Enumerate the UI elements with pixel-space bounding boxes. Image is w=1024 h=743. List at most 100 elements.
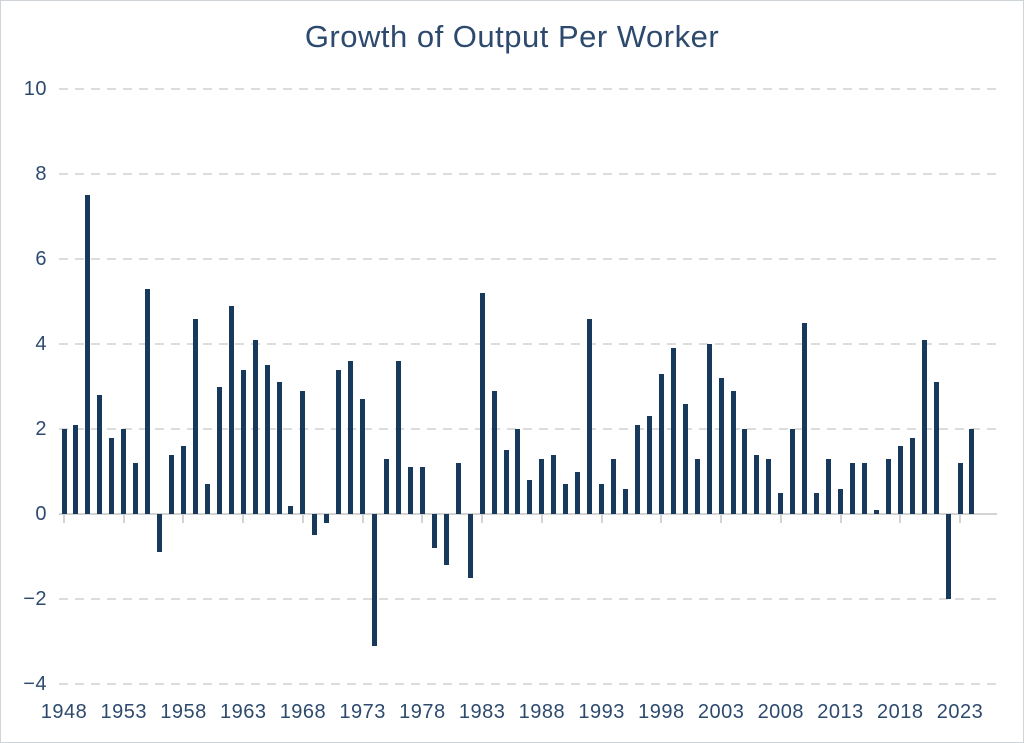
bar-2021: [933, 382, 939, 514]
bar-1953: [121, 429, 127, 514]
y-axis-label-2: 2: [35, 418, 47, 440]
bar-1968: [300, 390, 306, 514]
bar-1986: [515, 429, 521, 514]
chart-title: Growth of Output Per Worker: [304, 19, 720, 54]
x-tick-2018: [899, 514, 902, 523]
gridline-y8: [59, 173, 997, 175]
bar-2009: [790, 429, 796, 514]
x-axis-label-2023: 2023: [936, 701, 984, 723]
bar-1964: [252, 339, 258, 514]
bar-1956: [157, 514, 163, 553]
bar-2020: [921, 339, 927, 514]
x-tick-2023: [959, 514, 962, 523]
gridline-y10: [59, 88, 997, 90]
bar-1985: [503, 450, 509, 514]
bar-1987: [527, 480, 533, 514]
bar-2006: [754, 454, 760, 514]
x-axis-label-2008: 2008: [757, 701, 805, 723]
bar-1963: [240, 369, 246, 514]
x-tick-1988: [540, 514, 543, 523]
gridline-y-4: [59, 683, 997, 685]
bar-1962: [228, 305, 234, 514]
x-axis-label-1963: 1963: [219, 701, 267, 723]
bar-1991: [575, 471, 581, 514]
y-axis-label-8: 8: [35, 163, 47, 185]
x-axis-baseline: [59, 513, 997, 515]
x-tick-1968: [301, 514, 304, 523]
bar-2008: [778, 492, 784, 514]
gridline-y2: [59, 428, 997, 430]
y-axis-label-4: 4: [35, 333, 47, 355]
bar-2022: [945, 514, 951, 599]
x-tick-2003: [720, 514, 723, 523]
bar-1978: [419, 467, 425, 514]
x-axis-label-2003: 2003: [697, 701, 745, 723]
bar-1960: [204, 484, 210, 514]
x-axis-label-1953: 1953: [100, 701, 147, 723]
x-axis-label-1998: 1998: [638, 701, 685, 723]
bar-1971: [336, 369, 342, 514]
bar-2024: [969, 429, 975, 514]
bar-1996: [634, 424, 640, 514]
bar-1957: [169, 454, 175, 514]
bar-2010: [802, 322, 808, 514]
bar-2000: [682, 403, 688, 514]
bar-2018: [897, 446, 903, 514]
bar-2005: [742, 429, 748, 514]
bar-1977: [407, 467, 413, 514]
bar-2014: [850, 463, 855, 514]
bar-1997: [646, 416, 652, 514]
bar-2003: [718, 378, 724, 514]
bar-2023: [957, 463, 963, 514]
bar-1948: [61, 429, 67, 514]
bar-1949: [73, 424, 79, 514]
bar-1965: [264, 365, 270, 514]
x-tick-1973: [361, 514, 364, 523]
bar-2013: [838, 488, 844, 514]
bar-1951: [97, 395, 103, 514]
x-tick-1993: [600, 514, 603, 523]
x-axis-label-1988: 1988: [518, 701, 566, 723]
x-tick-1958: [182, 514, 185, 523]
bar-1975: [384, 458, 390, 514]
x-tick-1998: [660, 514, 663, 523]
x-tick-1948: [63, 514, 65, 523]
x-axis-label-1978: 1978: [399, 701, 446, 723]
x-tick-2013: [839, 514, 842, 523]
x-axis-label-1958: 1958: [160, 701, 207, 723]
bar-2015: [861, 463, 867, 514]
bar-1992: [587, 318, 593, 514]
y-axis-label--4: −4: [23, 673, 47, 695]
x-axis-label-1968: 1968: [279, 701, 327, 723]
bar-1958: [180, 446, 186, 514]
x-axis-label-1983: 1983: [458, 701, 506, 723]
gridline-y6: [59, 258, 997, 260]
bar-2019: [909, 437, 915, 514]
bar-1974: [372, 514, 378, 646]
gridline-y-2: [59, 598, 997, 600]
bar-2007: [766, 458, 772, 514]
y-axis-label-6: 6: [35, 248, 47, 270]
x-axis-label-1973: 1973: [339, 701, 386, 723]
bar-1998: [658, 373, 664, 514]
x-axis-label-2018: 2018: [877, 701, 924, 723]
x-tick-1983: [481, 514, 484, 523]
bar-1990: [563, 484, 569, 514]
bar-1994: [611, 458, 617, 514]
bar-1988: [539, 458, 545, 514]
x-tick-2008: [779, 514, 782, 523]
bar-1999: [670, 348, 676, 514]
bar-1979: [431, 514, 437, 548]
bar-1982: [467, 514, 473, 578]
bar-1961: [216, 386, 222, 514]
bar-1967: [288, 505, 294, 514]
bar-1966: [276, 382, 282, 514]
bar-1955: [145, 288, 151, 514]
bar-1981: [455, 463, 461, 514]
x-tick-1953: [122, 514, 125, 523]
bar-2012: [826, 458, 832, 514]
bar-2017: [885, 458, 891, 514]
x-tick-1963: [242, 514, 245, 523]
bar-1970: [324, 514, 330, 523]
